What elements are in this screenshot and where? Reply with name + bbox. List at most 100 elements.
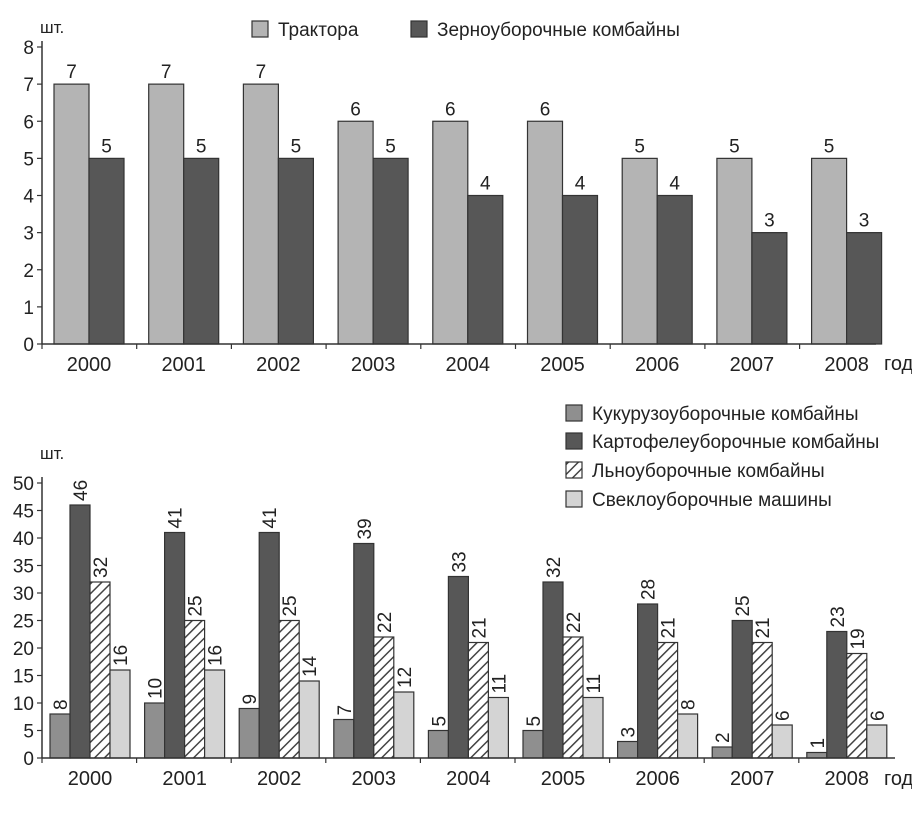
data-label-2-s3-2005: 11 — [584, 674, 605, 694]
bar-2-s3-2004 — [487, 696, 509, 759]
bar-2-s3-2005 — [582, 696, 604, 759]
data-label-1-s1-2005: 4 — [575, 174, 586, 195]
data-label-2-s1-2003: 39 — [355, 518, 376, 539]
data-label-1-s1-2006: 4 — [669, 174, 680, 195]
bar-2-s2-2008 — [846, 652, 868, 759]
y-tick-label-2-15: 15 — [13, 667, 34, 688]
y-tick-label-2-45: 45 — [13, 502, 34, 523]
x-tick-label-2-2007: 2007 — [730, 768, 775, 790]
bar-2-s0-2005 — [522, 729, 544, 759]
bar-1-s1-2003 — [372, 157, 409, 345]
bar-2-s2-2004 — [467, 641, 489, 759]
bar-2-s0-2008 — [806, 751, 828, 759]
bar-2-s0-2001 — [144, 702, 166, 759]
data-label-2-s3-2008: 6 — [868, 710, 889, 721]
y-tick-label-2-50: 50 — [13, 474, 34, 495]
bar-2-s3-2008 — [866, 724, 888, 759]
y-tick-label-2-40: 40 — [13, 529, 34, 550]
legend-swatch-tractors — [251, 20, 269, 38]
bar-2-s3-2006 — [676, 713, 699, 759]
bar-2-s2-2000 — [89, 581, 111, 759]
data-label-1-s1-2000: 5 — [101, 136, 112, 157]
bar-2-s2-2005 — [562, 636, 584, 759]
x-tick-label-1-2002: 2002 — [256, 354, 301, 376]
chart2-x-unit-label: год — [884, 768, 912, 790]
legend-swatch-flax-combines — [565, 461, 583, 479]
bar-2-s1-2007 — [731, 619, 753, 759]
data-label-2-s3-2003: 12 — [395, 667, 416, 688]
data-label-1-s1-2007: 3 — [764, 211, 775, 232]
chart1-data-labels: 7 5 7 5 7 5 6 5 6 4 6 4 5 4 5 3 5 3 — [66, 62, 869, 232]
y-tick-label-1-0: 0 — [23, 335, 34, 356]
y-tick-label-2-10: 10 — [13, 694, 34, 715]
data-label-2-s0-2007: 2 — [713, 732, 734, 743]
special-harvesters-chart: 8463216104125169412514739221253321115322… — [13, 404, 912, 790]
data-label-2-s3-2001: 16 — [206, 645, 227, 666]
data-label-2-s1-2000: 46 — [71, 480, 92, 501]
bar-2-s3-2007 — [771, 724, 793, 759]
data-label-1-s1-2002: 5 — [291, 136, 302, 157]
y-tick-label-2-30: 30 — [13, 584, 34, 605]
bar-1-s0-2004 — [432, 120, 469, 345]
legend-label-corn-combines: Кукурузоуборочные комбайны — [592, 404, 859, 425]
bar-2-s2-2007 — [751, 641, 773, 759]
legend-swatch-potato-combines — [565, 432, 583, 450]
bar-2-s0-2007 — [711, 746, 733, 759]
data-label-2-s0-2008: 1 — [808, 738, 829, 749]
bar-2-s3-2000 — [109, 669, 131, 759]
bar-2-s3-2001 — [204, 669, 226, 759]
bar-2-s2-2003 — [373, 636, 395, 759]
data-label-2-s2-2006: 21 — [659, 617, 680, 638]
data-label-1-s1-2001: 5 — [196, 136, 207, 157]
bar-1-s0-2002 — [242, 83, 279, 345]
x-tick-label-2-2000: 2000 — [68, 768, 113, 790]
data-label-2-s1-2008: 23 — [828, 606, 849, 627]
bar-1-s0-2001 — [148, 83, 185, 345]
data-label-2-s2-2003: 22 — [375, 612, 396, 633]
legend-label-grain-combines: Зерноуборочные комбайны — [437, 20, 680, 41]
bar-2-s3-2002 — [298, 680, 320, 759]
data-label-2-s2-2005: 22 — [564, 612, 585, 633]
y-tick-label-1-3: 3 — [23, 224, 34, 245]
y-tick-label-1-8: 8 — [23, 38, 34, 59]
y-tick-label-1-6: 6 — [23, 112, 34, 133]
chart2-bars — [49, 504, 888, 759]
bar-1-s1-2008 — [845, 232, 883, 345]
bar-1-s1-2001 — [183, 157, 220, 345]
data-label-2-s0-2003: 7 — [335, 705, 356, 716]
bar-2-s1-2001 — [164, 531, 186, 759]
data-label-2-s0-2002: 9 — [240, 694, 261, 705]
x-tick-label-2-2004: 2004 — [446, 768, 491, 790]
data-label-2-s0-2005: 5 — [524, 716, 545, 727]
x-tick-label-2-2001: 2001 — [162, 768, 207, 790]
data-label-2-s2-2002: 25 — [280, 595, 301, 616]
data-label-2-s2-2001: 25 — [186, 595, 207, 616]
x-tick-label-1-2003: 2003 — [351, 354, 396, 376]
y-tick-label-1-1: 1 — [23, 298, 34, 319]
data-label-2-s2-2007: 21 — [753, 617, 774, 638]
bar-2-s1-2005 — [542, 581, 564, 759]
bar-2-s1-2000 — [69, 504, 91, 759]
bar-2-s1-2003 — [353, 542, 375, 759]
y-tick-label-2-0: 0 — [23, 749, 34, 770]
x-tick-label-1-2006: 2006 — [635, 354, 680, 376]
chart2-y-unit-label: шт. — [40, 444, 64, 463]
x-tick-label-2-2005: 2005 — [541, 768, 586, 790]
data-label-2-s3-2002: 14 — [300, 655, 321, 677]
x-tick-label-1-2007: 2007 — [730, 354, 775, 376]
legend-label-beet-machines: Свеклоуборочные машины — [592, 490, 832, 511]
legend-swatch-grain-combines — [410, 20, 428, 38]
legend-label-tractors: Трактора — [278, 20, 359, 41]
bar-1-s0-2003 — [337, 120, 374, 345]
bar-2-s2-2001 — [184, 619, 206, 759]
x-tick-label-1-2004: 2004 — [446, 354, 491, 376]
bar-2-s1-2008 — [826, 630, 848, 759]
y-tick-label-2-35: 35 — [13, 557, 34, 578]
data-label-2-s3-2007: 6 — [773, 710, 794, 721]
y-tick-label-1-4: 4 — [23, 187, 34, 208]
data-label-1-s0-2007: 5 — [729, 136, 740, 157]
data-label-2-s1-2004: 33 — [449, 551, 470, 572]
bar-2-s1-2002 — [258, 531, 280, 759]
chart1-y-unit-label: шт. — [40, 18, 64, 37]
